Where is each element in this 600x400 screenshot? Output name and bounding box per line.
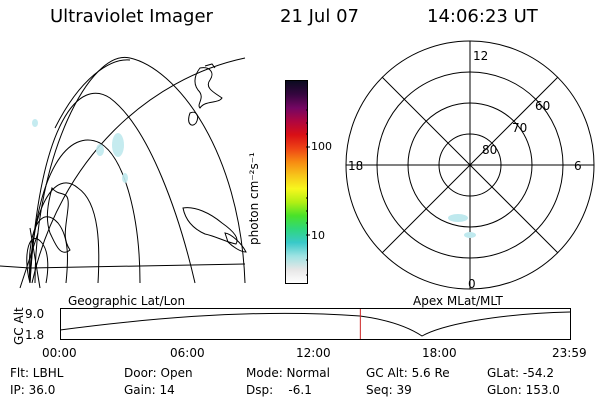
footer-gc-alt: GC Alt: 5.6 Re — [366, 366, 450, 380]
polar-caption: Apex MLat/MLT — [413, 294, 503, 308]
altitude-xtick-1200: 12:00 — [296, 346, 331, 360]
altitude-xtick-0000: 00:00 — [42, 346, 77, 360]
altitude-xtick-2359: 23:59 — [552, 346, 587, 360]
altitude-plot — [60, 308, 571, 340]
geographic-caption: Geographic Lat/Lon — [68, 294, 186, 308]
date-label: 21 Jul 07 — [280, 6, 359, 27]
meridian-arc — [29, 227, 41, 289]
colorbar — [285, 80, 308, 284]
meridian-arc — [34, 56, 246, 284]
coastline — [46, 186, 71, 253]
footer-ip: IP: 36.0 — [10, 383, 56, 397]
mlt-label-6: 6 — [574, 159, 582, 173]
altitude-xtick-1800: 18:00 — [422, 346, 457, 360]
lat-label-60: 60 — [535, 99, 550, 113]
colorbar-tick-100: 100 — [311, 140, 332, 153]
latitude-line — [0, 265, 31, 269]
colorbar-tick-10: 10 — [311, 229, 325, 242]
footer-mode: Mode: Normal — [246, 366, 330, 380]
meridian-arc — [19, 232, 39, 289]
lat-label-80: 80 — [482, 143, 497, 157]
coastline — [182, 207, 238, 245]
geographic-map — [0, 56, 247, 289]
altitude-curve — [60, 311, 571, 337]
meridian-arc — [26, 238, 49, 284]
aurora-emission — [32, 119, 128, 183]
mlt-line-diag — [381, 76, 559, 254]
meridian-arc — [29, 139, 141, 284]
footer-glon: GLon: 153.0 — [487, 383, 560, 397]
mlt-label-12: 12 — [473, 49, 488, 63]
time-label: 14:06:23 UT — [427, 6, 538, 27]
lat-label-70: 70 — [512, 121, 527, 135]
polar-plot: 12 18 6 0 80 70 60 — [345, 40, 595, 291]
latitude-line — [29, 263, 246, 269]
meridian-arc — [31, 57, 246, 284]
coastline — [224, 232, 247, 253]
coastline — [204, 63, 216, 69]
colorbar-unit-label: photon cm⁻²s⁻¹ — [247, 152, 261, 245]
footer-door: Door: Open — [124, 366, 193, 380]
coastline — [188, 111, 199, 126]
footer-gain: Gain: 14 — [124, 383, 175, 397]
meridian-arc — [28, 216, 68, 284]
mlt-label-18: 18 — [348, 159, 363, 173]
altitude-xtick-0600: 06:00 — [170, 346, 205, 360]
meridian-arc — [29, 92, 196, 284]
altitude-ytick-1.8: 1.8 — [25, 328, 45, 342]
altitude-plot-frame — [60, 308, 571, 340]
coastline — [194, 67, 223, 109]
footer-seq: Seq: 39 — [366, 383, 412, 397]
altitude-ylabel: GC Alt — [12, 307, 26, 345]
footer-glat: GLat: -54.2 — [487, 366, 554, 380]
altitude-ytick-9: 9.0 — [25, 307, 45, 321]
colorbar-ticks — [306, 109, 310, 276]
latitude-arc — [54, 59, 131, 129]
app-title: Ultraviolet Imager — [50, 6, 213, 27]
polar-emission — [448, 214, 476, 238]
footer-dsp: Dsp: -6.1 — [246, 383, 312, 397]
mlt-label-0: 0 — [468, 277, 476, 291]
footer-filter: Flt: LBHL — [10, 366, 64, 380]
